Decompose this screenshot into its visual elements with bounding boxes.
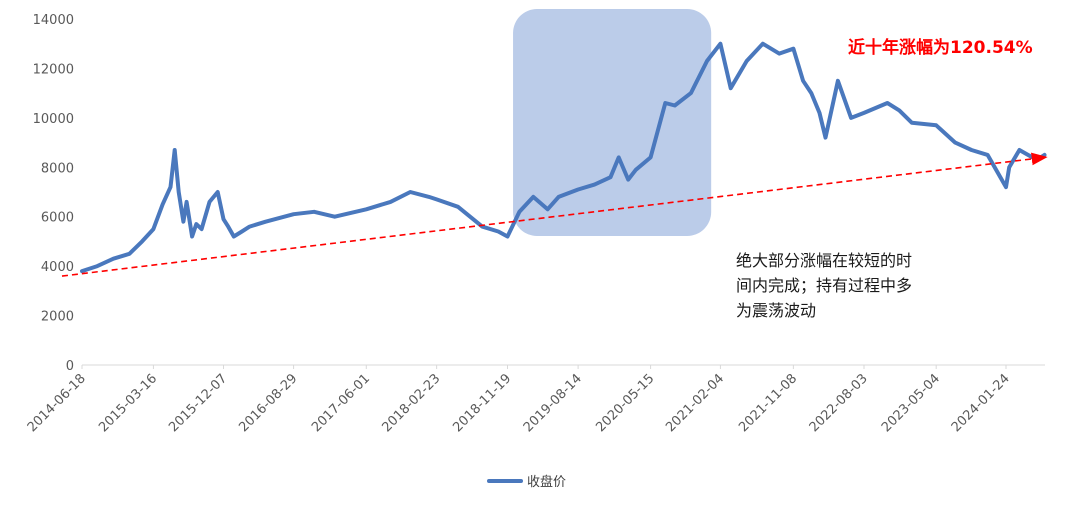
x-tick-label: 2018-11-19	[450, 371, 514, 435]
x-tick-label: 2015-03-16	[96, 371, 160, 435]
x-tick-label: 2023-05-04	[879, 371, 943, 435]
legend-swatch	[487, 478, 523, 483]
x-tick-label: 2021-11-08	[736, 371, 800, 435]
y-tick-label: 10000	[33, 112, 74, 127]
legend: 收盘价	[487, 471, 566, 490]
x-tick-label: 2019-08-14	[521, 371, 585, 435]
x-tick-label: 2014-06-18	[25, 371, 89, 435]
note-line-1: 绝大部分涨幅在较短的时	[736, 251, 913, 270]
y-tick-label: 6000	[41, 211, 74, 226]
highlight-box	[513, 9, 712, 236]
x-tick-label: 2021-02-04	[663, 371, 727, 435]
x-tick-label: 2017-06-01	[309, 371, 373, 435]
y-tick-label: 14000	[33, 13, 74, 28]
x-tick-label: 2020-05-15	[593, 371, 657, 435]
x-tick-label: 2018-02-23	[379, 371, 443, 435]
trend-arrow-line	[61, 152, 1048, 277]
growth-annotation: 近十年涨幅为120.54%	[848, 38, 1033, 58]
note-line-3: 为震荡波动	[736, 301, 817, 320]
y-tick-label: 4000	[41, 260, 74, 275]
y-tick-label: 8000	[41, 161, 74, 176]
legend-label: 收盘价	[527, 475, 567, 490]
note-annotation: 绝大部分涨幅在较短的时 间内完成；持有过程中多 为震荡波动	[736, 248, 966, 323]
y-tick-label: 12000	[33, 62, 74, 77]
x-tick-label: 2022-08-03	[807, 371, 871, 435]
note-line-2: 间内完成；持有过程中多	[736, 276, 913, 295]
y-tick-label: 0	[66, 359, 74, 374]
y-tick-label: 2000	[41, 310, 74, 325]
x-tick-label: 2024-01-24	[949, 371, 1013, 435]
series-line-close-price	[80, 41, 1047, 274]
x-tick-label: 2016-08-29	[236, 371, 300, 435]
x-tick-label: 2015-12-07	[166, 371, 230, 435]
